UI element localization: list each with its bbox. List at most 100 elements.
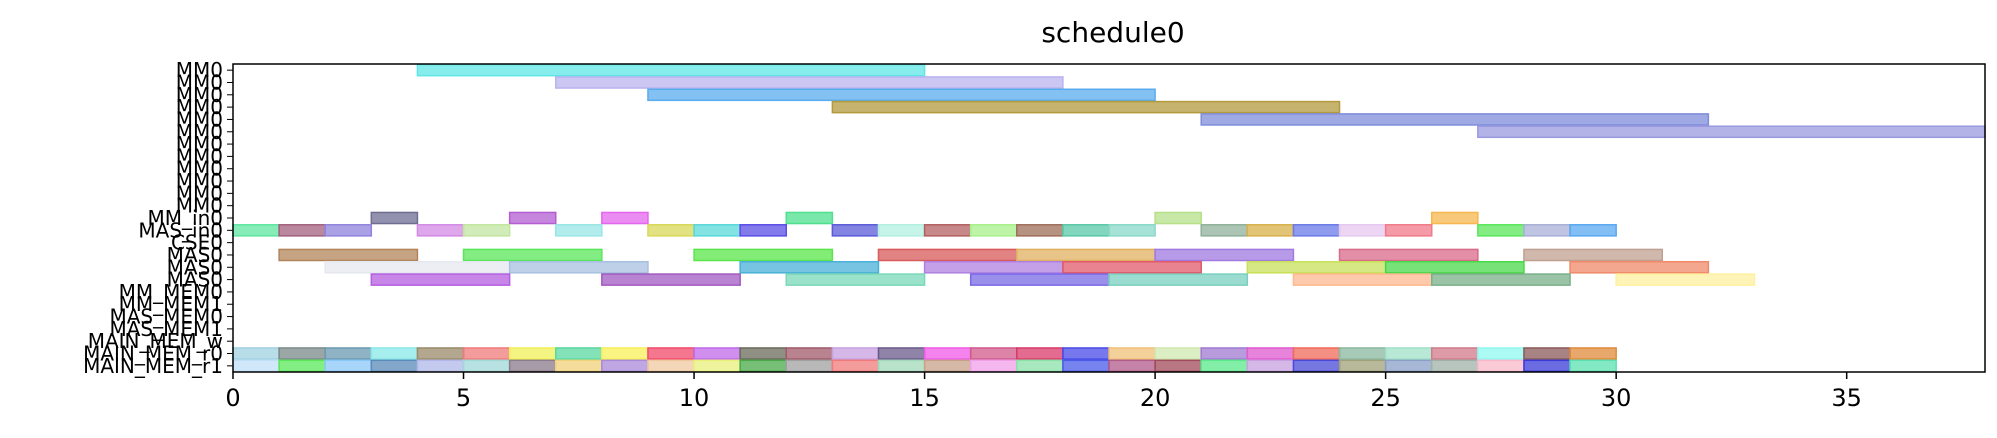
task-bar	[1200, 347, 1249, 360]
task-bar	[554, 359, 603, 373]
lane-label: MM0	[176, 181, 223, 205]
lane-label: MM0	[176, 107, 223, 131]
task-bar	[1338, 359, 1387, 373]
task-bar	[1016, 359, 1064, 373]
task-bar	[1154, 211, 1202, 225]
lane-label: MM_in0	[148, 206, 223, 230]
task-bar	[785, 359, 834, 373]
lane-label: MAIN_MEM_w	[88, 329, 223, 353]
lane-label: MM0	[176, 157, 223, 181]
lane-label: MAIN_MEM_r0	[83, 342, 223, 366]
lane-label: MAS0	[167, 268, 223, 292]
task-bar	[554, 76, 1064, 89]
task-bar	[1062, 224, 1110, 237]
task-bar	[923, 359, 972, 373]
task-bar	[1523, 224, 1571, 237]
task-bar	[416, 347, 465, 360]
lane-label: MM0	[176, 58, 223, 82]
task-bar	[1200, 359, 1249, 373]
task-bar	[1246, 347, 1295, 360]
task-bar	[1430, 347, 1479, 360]
task-bar	[416, 359, 465, 373]
task-bar	[1523, 248, 1664, 262]
x-tick-label: 5	[456, 384, 471, 412]
task-bar	[1108, 347, 1156, 360]
task-bar	[324, 347, 373, 360]
task-bar	[785, 211, 834, 225]
task-bar	[693, 359, 741, 373]
task-bar	[1062, 359, 1110, 373]
task-bar	[370, 273, 511, 286]
task-bar	[1384, 224, 1433, 237]
x-tick-label: 30	[1601, 384, 1632, 412]
task-bar	[324, 260, 511, 274]
task-bar	[647, 224, 695, 237]
task-bar	[1246, 260, 1387, 274]
x-tick-label: 0	[225, 384, 240, 412]
lane-label: MAS0	[167, 243, 223, 267]
task-bar	[278, 224, 326, 237]
task-bar	[1108, 273, 1249, 286]
task-bars	[232, 63, 1986, 373]
task-bar	[923, 347, 972, 360]
task-bar	[739, 347, 788, 360]
task-bar	[1477, 224, 1525, 237]
task-bar	[601, 273, 741, 286]
task-bar	[739, 224, 788, 237]
task-bar	[1200, 113, 1710, 126]
task-bar	[416, 63, 926, 77]
task-bar	[647, 88, 1156, 102]
task-bar	[969, 273, 1110, 286]
lane-label: MM0	[176, 194, 223, 218]
task-bar	[1384, 359, 1433, 373]
task-bar	[969, 347, 1018, 360]
lane-label: MM0	[176, 83, 223, 107]
task-bar	[1569, 347, 1617, 360]
task-bar	[1292, 347, 1341, 360]
task-bar	[1154, 359, 1202, 373]
task-bar	[923, 224, 972, 237]
task-bar	[1062, 260, 1202, 274]
task-bar	[1615, 273, 1756, 286]
task-bar	[1154, 347, 1202, 360]
task-bar	[1016, 347, 1064, 360]
task-bar	[1477, 359, 1525, 373]
task-bar	[462, 359, 511, 373]
task-bar	[831, 224, 880, 237]
lane-label: MAS0	[167, 255, 223, 279]
task-bar	[462, 248, 603, 262]
task-bar	[693, 347, 741, 360]
lane-label: MM0	[176, 169, 223, 193]
task-bar	[232, 347, 280, 360]
task-bar	[1108, 359, 1156, 373]
task-bar	[1292, 359, 1341, 373]
task-bar	[1430, 211, 1479, 225]
task-bar	[969, 359, 1018, 373]
task-bar	[554, 347, 603, 360]
task-bar	[601, 347, 649, 360]
task-bar	[969, 224, 1018, 237]
task-bar	[508, 211, 557, 225]
task-bar	[1016, 224, 1064, 237]
task-bar	[923, 260, 1064, 274]
task-bar	[1338, 224, 1387, 237]
task-bar	[831, 347, 880, 360]
x-axis: 0 5 10 15 20 25 30 35	[225, 372, 1862, 412]
lane-label: MM0	[176, 70, 223, 94]
task-bar	[554, 224, 603, 237]
x-tick-label: 25	[1370, 384, 1401, 412]
task-bar	[1246, 224, 1295, 237]
lane-label: CSE0	[171, 231, 223, 255]
x-tick-label: 35	[1831, 384, 1862, 412]
task-bar	[1523, 359, 1571, 373]
task-bar	[232, 224, 280, 237]
lane-label: MAS_MEM0	[109, 305, 223, 329]
task-bar	[601, 359, 649, 373]
task-bar	[1384, 347, 1433, 360]
task-bar	[1569, 224, 1617, 237]
task-bar	[1292, 273, 1433, 286]
task-bar	[508, 347, 557, 360]
task-bar	[1569, 359, 1617, 373]
lane-label: MM0	[176, 120, 223, 144]
